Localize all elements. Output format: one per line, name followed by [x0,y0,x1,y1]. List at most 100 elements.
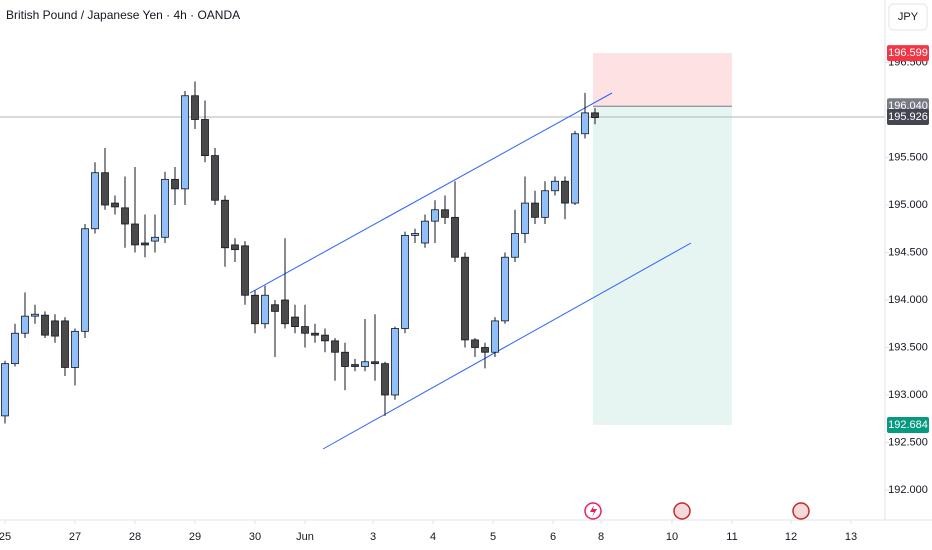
candle-body [191,95,199,120]
channel-upper [249,92,613,294]
y-tick-label: 194.000 [888,294,928,306]
candle-body [121,207,129,225]
candle-body [141,242,149,246]
y-tick-label: 194.500 [888,246,928,258]
candle-body [61,320,69,368]
candle-body [301,326,309,334]
candle-body [11,332,19,365]
x-tick-label: 8 [598,531,604,543]
candle-body [91,172,99,230]
event-icons [584,502,810,520]
x-tick-label: Jun [296,531,314,543]
candle-body [291,316,299,327]
candle-body [361,361,369,367]
x-tick-label: 10 [666,531,678,543]
candle-body [211,155,219,201]
candle-body [171,178,179,190]
target-zone [593,106,732,426]
candle-body [111,202,119,208]
event-icon[interactable] [792,502,810,520]
candle-body [151,236,159,242]
price-label: 196.599 [888,47,928,59]
candle-body [491,320,499,353]
candle-body [21,315,29,334]
candle-body [431,209,439,222]
y-tick-label: 193.000 [888,389,928,401]
candle-body [261,294,269,325]
candle-body [391,328,399,396]
stop-zone [593,53,732,107]
y-tick-label: 193.500 [888,341,928,353]
candle-body [101,172,109,206]
event-icon-bolt [590,505,597,517]
candle-body [511,233,519,258]
candle-body [421,220,429,244]
price-label-box [887,45,929,62]
candle-body [531,202,539,218]
candle-body [411,233,419,236]
candle-body [481,347,489,353]
chart-title: British Pound / Japanese Yen · 4h · OAND… [6,8,240,22]
candle-body [311,332,319,336]
candle-body [281,299,289,325]
candle-body [31,313,39,317]
candle-body [441,209,449,218]
price-label-box [887,109,929,126]
candle-body [161,178,169,238]
x-tick-label: 6 [550,531,556,543]
x-tick-label: 25 [0,531,11,543]
candle-body [541,190,549,218]
y-tick-label: 195.500 [888,151,928,163]
candle-body [341,351,349,367]
candle-body [201,119,209,157]
x-tick-label: 28 [129,531,141,543]
currency-button[interactable] [888,3,928,31]
candles [1,81,599,424]
y-tick-label: 192.000 [888,484,928,496]
candle-body [521,202,529,234]
candle-body [571,133,579,204]
channel-lower [322,242,692,450]
x-tick-label: 12 [785,531,797,543]
price-label-box [887,417,929,434]
x-tick-label: 4 [430,531,436,543]
x-tick-label: 11 [726,531,737,543]
candle-body [351,364,359,367]
candle-body [461,256,469,341]
x-tick-label: 5 [490,531,496,543]
candle-body [241,245,249,296]
candle-body [131,223,139,246]
price-label: 192.684 [888,419,928,431]
candle-body [501,256,509,322]
candle-body [271,304,279,312]
candle-body [581,112,589,135]
x-tick-label: 30 [249,531,261,543]
price-label: 195.926 [888,111,928,123]
y-tick-label: 192.500 [888,436,928,448]
candle-body [561,180,569,204]
candle-body [591,112,599,119]
candle-body [41,314,49,336]
candle-body [321,334,329,342]
position-zones [0,53,885,426]
y-tick-label: 195.000 [888,199,928,211]
candle-body [451,216,459,258]
x-tick-label: 13 [845,531,857,543]
x-tick-label: 27 [69,531,81,543]
candle-body [81,228,89,332]
candle-body [181,95,189,190]
event-icon[interactable] [673,502,691,520]
candle-body [231,244,239,251]
candle-body [401,234,409,329]
x-tick-label: 29 [189,531,201,543]
candle-body [71,330,79,368]
candle-body [551,180,559,192]
candle-body [371,361,379,365]
candle-body [381,363,389,396]
candle-body [221,199,229,249]
candle-body [51,320,59,337]
candle-body [251,294,259,325]
candle-body [471,339,479,348]
